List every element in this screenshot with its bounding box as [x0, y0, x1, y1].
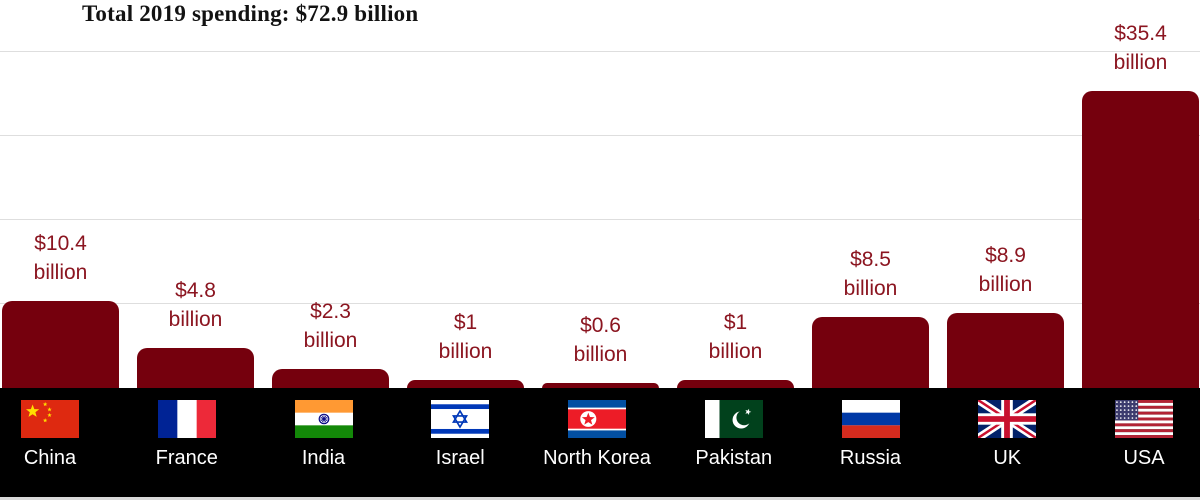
value-amount: $4.8: [175, 278, 216, 302]
country-france: France: [120, 388, 254, 497]
gridline-40b: [0, 51, 1200, 52]
bar-pakistan: [677, 379, 794, 388]
country-label-france: France: [155, 447, 218, 469]
value-unit: billion: [978, 273, 1033, 297]
value-amount: $1: [723, 310, 748, 334]
value-label-usa: $35.4 billion: [1074, 19, 1200, 77]
flag-russia-icon: [841, 400, 900, 438]
flag-china-icon: [21, 400, 79, 438]
flag-usa-icon: [1115, 400, 1173, 438]
plot-area: $10.4 billion $4.8 billion $2.3 billion $1 bill…: [0, 19, 1200, 388]
bar-france: [137, 347, 254, 388]
value-label-uk: $8.9 billion: [939, 241, 1073, 299]
country-china: China: [0, 388, 117, 497]
value-amount: $10.4: [34, 231, 87, 255]
flag-france-icon: [157, 400, 216, 438]
gridline-30b: [0, 135, 1200, 136]
flag-north-korea-icon: [568, 400, 626, 438]
value-label-pakistan: $1 billion: [669, 308, 803, 366]
country-north-korea: North Korea: [530, 388, 664, 497]
country-russia: Russia: [804, 388, 938, 497]
value-amount: $1: [453, 310, 478, 334]
country-uk: UK: [940, 388, 1074, 497]
flag-israel-icon: [431, 400, 490, 438]
value-label-india: $2.3 billion: [264, 297, 398, 355]
value-unit: billion: [573, 342, 628, 366]
country-label-israel: Israel: [435, 447, 485, 469]
bar-north-korea: [542, 382, 659, 388]
country-label-usa: USA: [1123, 447, 1165, 469]
country-usa: USA: [1077, 388, 1200, 497]
value-unit: billion: [708, 339, 763, 363]
value-amount: $2.3: [310, 299, 351, 323]
flag-uk-icon: [978, 400, 1037, 438]
value-label-north-korea: $0.6 billion: [534, 311, 668, 369]
value-unit: billion: [33, 260, 88, 284]
bar-india: [272, 368, 389, 388]
country-israel: Israel: [393, 388, 527, 497]
flag-india-icon: [294, 400, 353, 438]
value-amount: $0.6: [580, 313, 621, 337]
country-india: India: [257, 388, 391, 497]
country-label-pakistan: Pakistan: [695, 447, 773, 469]
country-label-russia: Russia: [839, 447, 902, 469]
country-label-china: China: [23, 447, 77, 469]
flag-strip: China France India Israel North Korea Pakista…: [0, 388, 1200, 497]
bar-russia: [812, 316, 929, 388]
value-label-israel: $1 billion: [399, 308, 533, 366]
value-unit: billion: [843, 276, 898, 300]
bar-uk: [947, 313, 1064, 388]
country-label-north-korea: North Korea: [543, 447, 651, 469]
gridline-20b: [0, 219, 1200, 220]
chart-title: Total 2019 spending: $72.9 billion: [82, 1, 419, 26]
bar-china: [2, 300, 119, 388]
value-label-france: $4.8 billion: [129, 276, 263, 334]
bar-usa: [1082, 90, 1199, 388]
flag-pakistan-icon: [704, 400, 763, 438]
value-amount: $8.9: [985, 244, 1026, 268]
value-amount: $8.5: [850, 247, 891, 271]
country-label-uk: UK: [993, 447, 1022, 469]
bar-israel: [407, 379, 524, 388]
value-unit: billion: [1113, 50, 1168, 74]
country-pakistan: Pakistan: [667, 388, 801, 497]
value-unit: billion: [168, 307, 223, 331]
value-amount: $35.4: [1114, 21, 1167, 45]
value-unit: billion: [438, 339, 493, 363]
value-label-china: $10.4 billion: [0, 229, 128, 287]
value-label-russia: $8.5 billion: [804, 245, 938, 303]
gridline-10b: [0, 303, 1200, 304]
value-unit: billion: [303, 328, 358, 352]
country-label-india: India: [301, 447, 346, 469]
bottom-border: [0, 497, 1200, 500]
